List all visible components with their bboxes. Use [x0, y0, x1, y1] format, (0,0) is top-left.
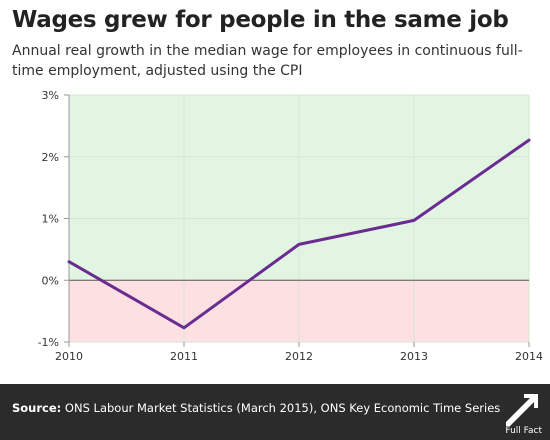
x-tick-label: 2014 [515, 350, 543, 363]
full-fact-logo: Full Fact [502, 392, 542, 436]
logo-text: Full Fact [505, 426, 542, 436]
y-tick-label: 1% [42, 213, 59, 226]
x-tick-label: 2010 [55, 350, 83, 363]
x-tick-label: 2012 [285, 350, 313, 363]
x-tick-label: 2013 [400, 350, 428, 363]
x-tick-label: 2011 [170, 350, 198, 363]
y-tick-label: -1% [38, 336, 59, 349]
chart-subtitle: Annual real growth in the median wage fo… [12, 43, 523, 79]
logo-arrow-icon [506, 394, 538, 426]
y-tick-label: 0% [42, 274, 59, 287]
source-text: ONS Labour Market Statistics (March 2015… [64, 401, 501, 415]
source-note: Source: ONS Labour Market Statistics (Ma… [12, 401, 500, 415]
footer-bar: Source: ONS Labour Market Statistics (Ma… [0, 384, 550, 440]
line-chart: -1% 0% 1% 2% 3% 2010 2011 2012 2013 2014 [38, 89, 543, 363]
y-tick-label: 3% [42, 89, 59, 102]
chart-title: Wages grew for people in the same job [12, 7, 509, 33]
y-tick-label: 2% [42, 151, 59, 164]
source-label: Source: [12, 401, 62, 415]
